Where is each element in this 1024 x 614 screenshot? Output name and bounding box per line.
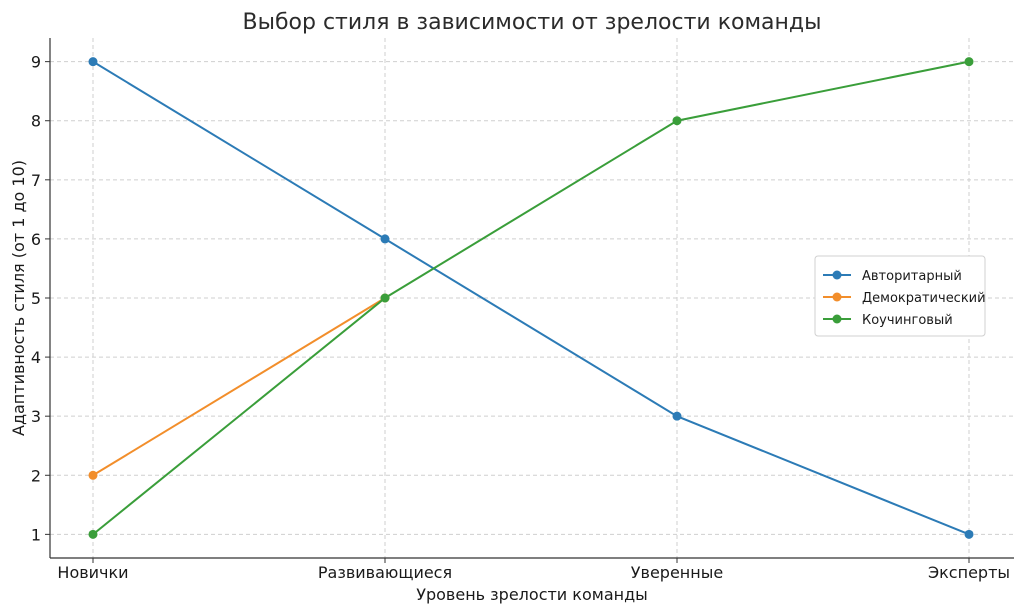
legend-swatch-marker — [832, 314, 842, 324]
data-series — [88, 57, 974, 539]
legend-swatch-marker — [832, 270, 842, 280]
series-1-line — [92, 297, 386, 477]
chart-legend: Авторитарный Демократический Коучинговый — [814, 255, 986, 337]
y-tick-label: 2 — [31, 466, 41, 485]
chart-title: Выбор стиля в зависимости от зрелости ко… — [243, 10, 822, 35]
series-2-point — [672, 116, 682, 126]
series-2-point — [380, 293, 390, 303]
series-0-line — [92, 60, 970, 536]
axis-ticks: 1 2 3 4 5 6 7 8 9 Новички Развивающиеся Уверенные Эк… — [31, 53, 1010, 582]
series-2-point — [964, 57, 974, 67]
legend-swatch-marker — [832, 292, 842, 302]
legend-label: Коучинговый — [862, 313, 953, 328]
y-tick-label: 8 — [31, 112, 41, 131]
series-0-point — [88, 57, 98, 67]
x-tick-label: Эксперты — [928, 563, 1010, 582]
y-tick-label: 3 — [31, 407, 41, 426]
series-0-point — [672, 411, 682, 421]
x-axis-label: Уровень зрелости команды — [416, 585, 648, 604]
series-0-point — [380, 234, 390, 244]
y-tick-label: 1 — [31, 525, 41, 544]
series-1-point — [88, 470, 98, 480]
y-tick-label: 4 — [31, 348, 41, 367]
y-tick-label: 6 — [31, 230, 41, 249]
series-2-point — [88, 529, 98, 539]
y-tick-label: 7 — [31, 171, 41, 190]
x-tick-label: Новички — [57, 563, 128, 582]
series-0-point — [964, 529, 974, 539]
legend-label: Демократический — [862, 291, 986, 306]
y-tick-label: 5 — [31, 289, 41, 308]
x-tick-label: Уверенные — [631, 563, 723, 582]
series-2-line — [92, 60, 970, 536]
y-axis-label: Адаптивность стиля (от 1 до 10) — [9, 160, 28, 436]
x-tick-label: Развивающиеся — [318, 563, 452, 582]
y-tick-label: 9 — [31, 53, 41, 72]
legend-frame — [814, 255, 986, 337]
legend-label: Авторитарный — [862, 269, 962, 284]
